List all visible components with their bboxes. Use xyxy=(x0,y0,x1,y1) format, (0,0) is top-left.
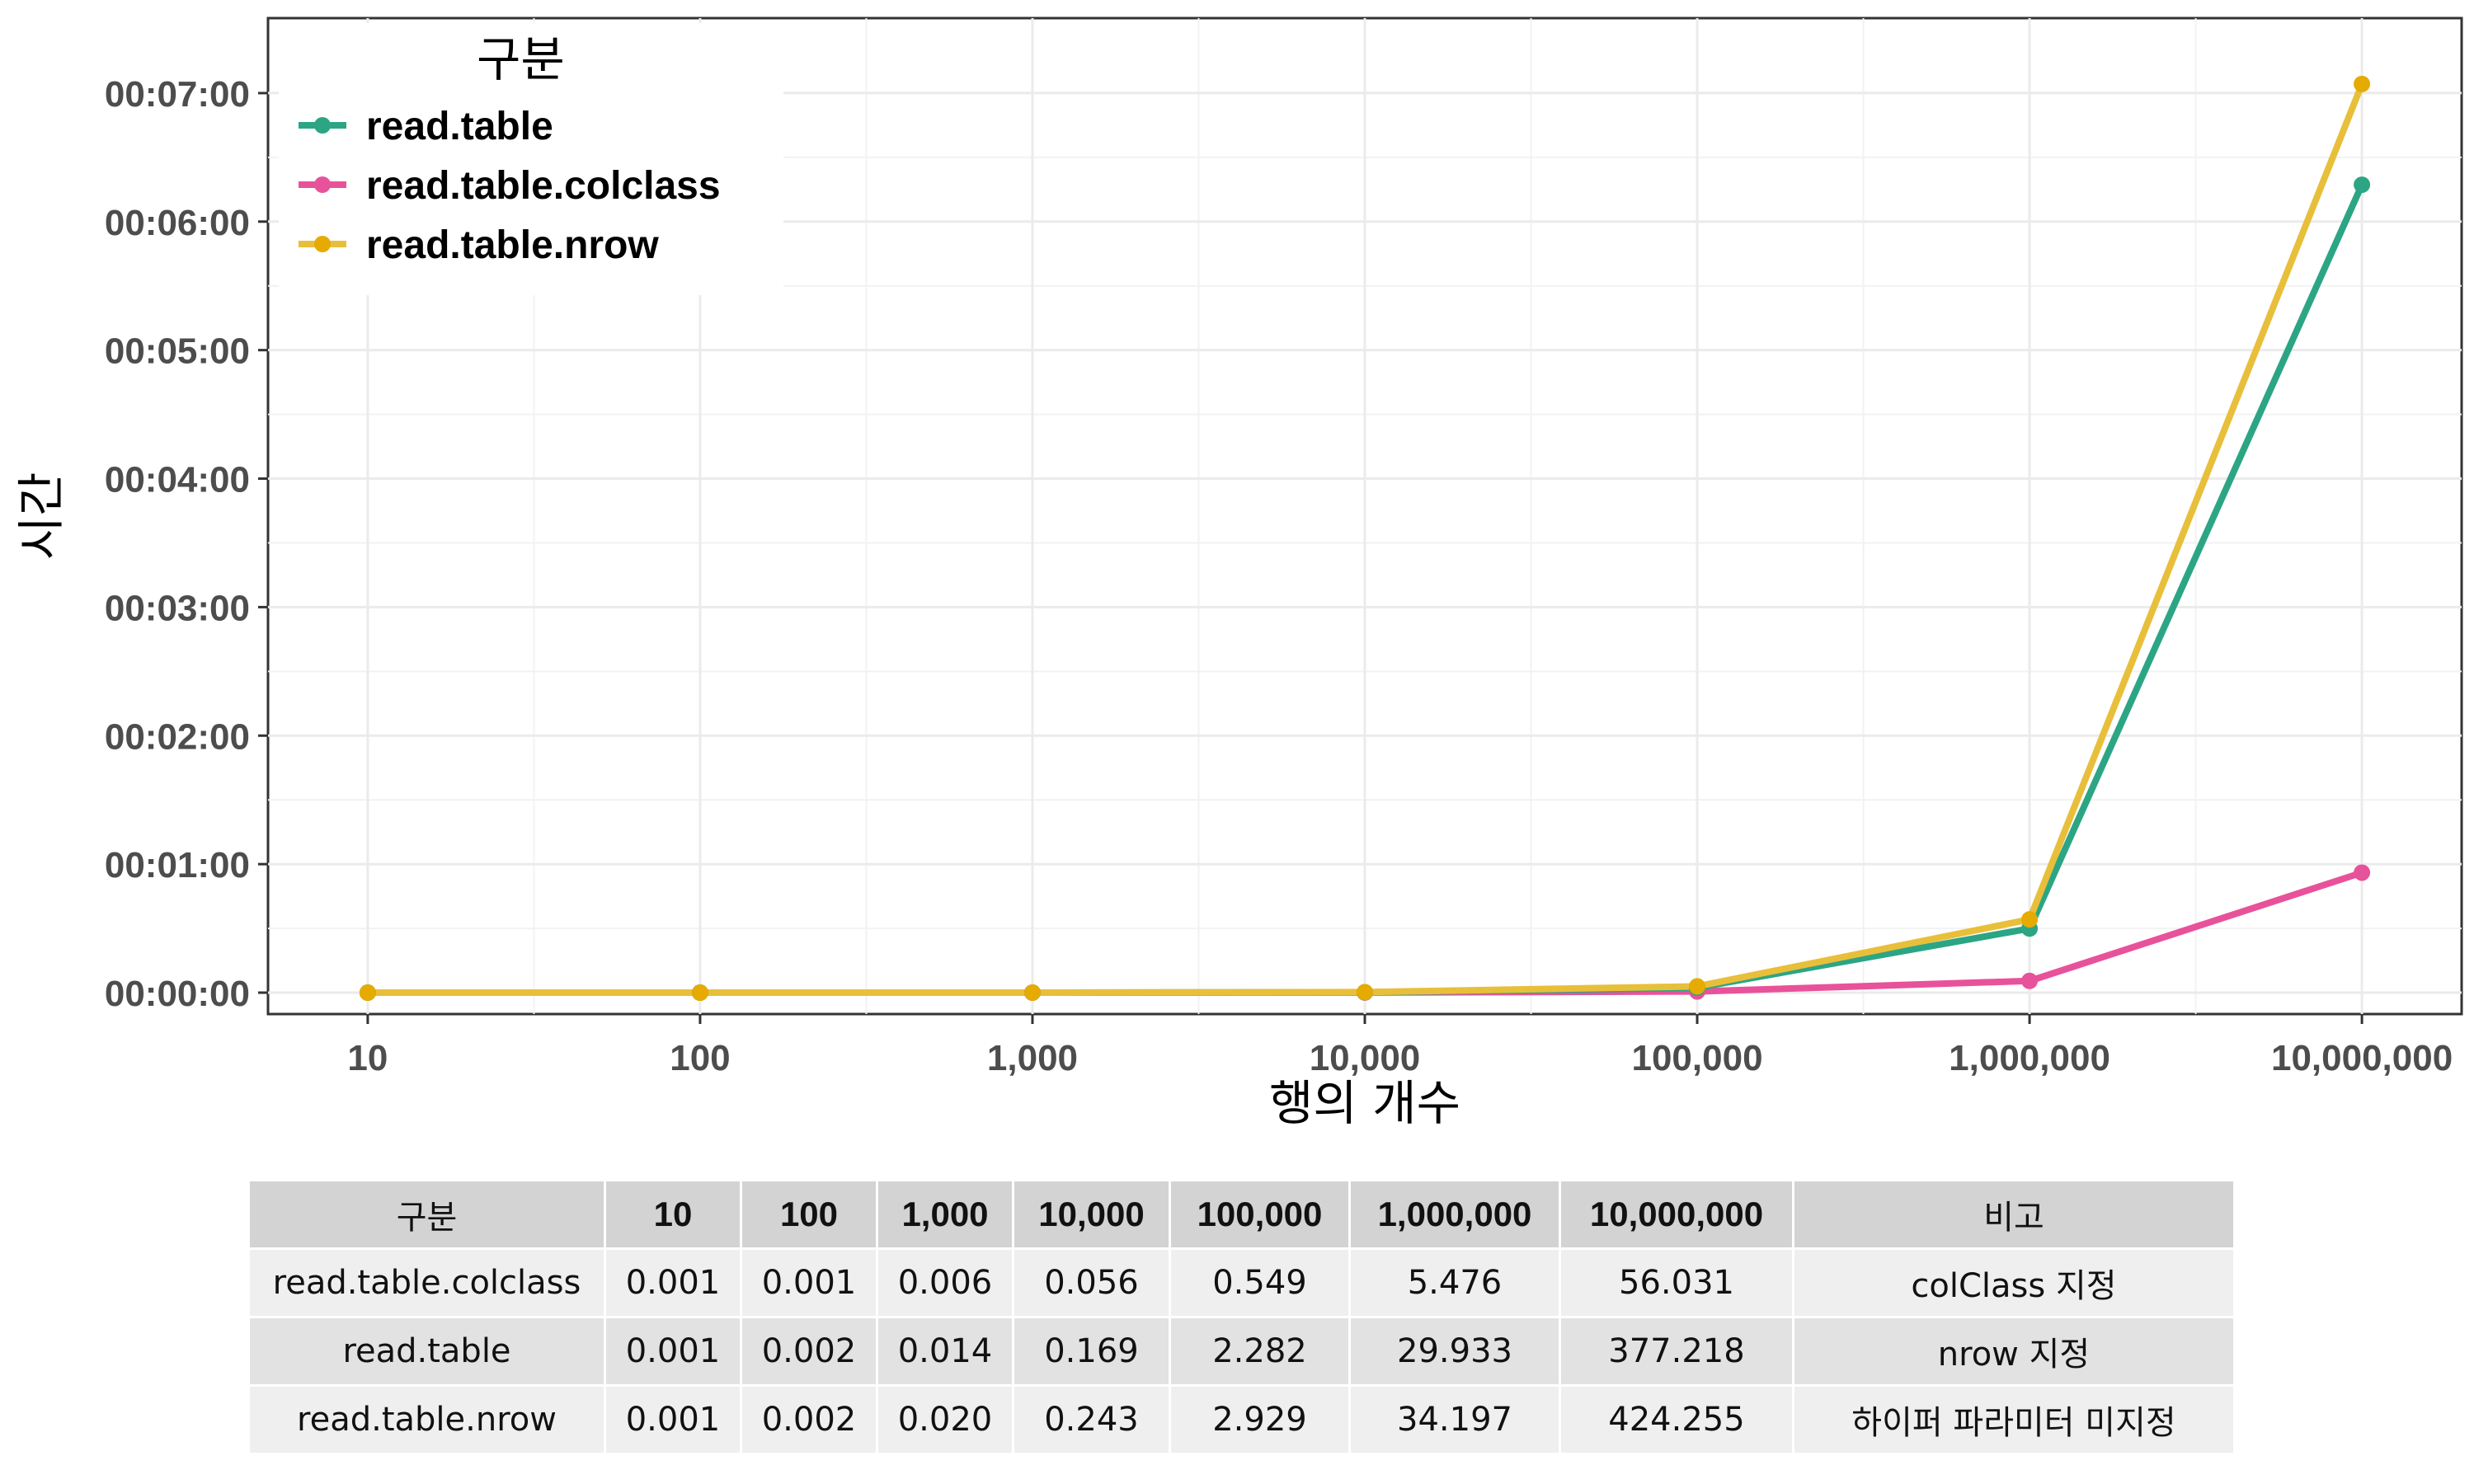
data-point-read-table-nrow xyxy=(1357,984,1373,1001)
legend: 구분 read.tableread.table.colclassread.tab… xyxy=(279,23,783,295)
table-header-cell: 비고 xyxy=(1792,1179,2236,1250)
x-tick-label: 100 xyxy=(670,1038,730,1078)
x-tick-label: 10,000,000 xyxy=(2271,1038,2453,1078)
table-header-cell: 100 xyxy=(740,1179,878,1250)
x-axis-title: 행의 개수 xyxy=(1269,1075,1460,1131)
data-point-read-table xyxy=(2354,176,2371,194)
y-tick-label: 00:06:00 xyxy=(105,203,250,243)
table-header-cell: 100,000 xyxy=(1169,1179,1351,1250)
y-tick-label: 00:03:00 xyxy=(105,588,250,628)
table-cell: 하이퍼 파라미터 미지정 xyxy=(1792,1384,2236,1455)
y-tick-label: 00:01:00 xyxy=(105,845,250,885)
y-tick-label: 00:02:00 xyxy=(105,716,250,757)
y-axis-title: 시간 xyxy=(13,472,69,561)
table-header-cell: 1,000 xyxy=(876,1179,1014,1250)
legend-label: read.table.colclass xyxy=(366,164,721,208)
table-cell: 0.243 xyxy=(1012,1384,1171,1455)
series-points xyxy=(359,75,2371,1002)
data-point-read-table-colclass xyxy=(2021,972,2039,989)
y-tick-label: 00:04:00 xyxy=(105,460,250,500)
data-point-read-table-nrow xyxy=(691,984,708,1002)
table-cell: 34.197 xyxy=(1348,1384,1561,1455)
table-cell: 0.001 xyxy=(740,1247,878,1318)
table-cell: read.table.nrow xyxy=(247,1384,606,1455)
data-point-read-table-nrow xyxy=(1023,984,1041,1001)
y-axis: 00:00:00 00:01:00 00:02:00 00:03:00 00:04:00… xyxy=(105,74,268,1014)
data-point-read-table-nrow xyxy=(359,984,376,1002)
x-tick-label: 1,000 xyxy=(987,1038,1078,1078)
data-point-read-table-colclass xyxy=(2354,864,2371,881)
x-axis: 10 100 1,000 10,000 100,000 1,000,000 10,000,0… xyxy=(347,1014,2453,1078)
table-cell: 5.476 xyxy=(1348,1247,1561,1318)
table-header-row: 구분 10 100 1,000 10,000 100,000 1,000,000 10,000… xyxy=(247,1179,2236,1250)
table-cell: 56.031 xyxy=(1559,1247,1794,1318)
table-cell: 0.020 xyxy=(876,1384,1014,1455)
data-table: 구분 10 100 1,000 10,000 100,000 1,000,000 10,000… xyxy=(247,1179,2236,1455)
table-cell: 29.933 xyxy=(1348,1316,1561,1387)
table-cell: 0.001 xyxy=(604,1384,742,1455)
data-point-read-table-nrow xyxy=(1689,978,1706,995)
table-cell: 0.002 xyxy=(740,1384,878,1455)
table-cell: read.table.colclass xyxy=(247,1247,606,1318)
legend-title: 구분 xyxy=(477,31,565,87)
table-cell: 0.001 xyxy=(604,1316,742,1387)
legend-key-point xyxy=(314,117,331,134)
legend-label: read.table xyxy=(366,105,553,148)
table-cell: nrow 지정 xyxy=(1792,1316,2236,1387)
table-header-cell: 10,000 xyxy=(1012,1179,1171,1250)
table-cell: 2.282 xyxy=(1169,1316,1351,1387)
table-cell: 424.255 xyxy=(1559,1384,1794,1455)
table-cell: 0.169 xyxy=(1012,1316,1171,1387)
legend-key-point xyxy=(314,236,331,252)
data-point-read-table-nrow xyxy=(2354,75,2371,92)
x-tick-label: 100,000 xyxy=(1631,1038,1762,1078)
y-tick-label: 00:07:00 xyxy=(105,74,250,115)
table-cell: 0.001 xyxy=(604,1247,742,1318)
legend-key-point xyxy=(314,176,331,193)
y-tick-label: 00:05:00 xyxy=(105,331,250,372)
table-header-cell: 10 xyxy=(604,1179,742,1250)
legend-items: read.table read.table.colclass read.table.… xyxy=(299,105,721,267)
legend-background xyxy=(279,23,783,295)
x-tick-label: 1,000,000 xyxy=(1949,1038,2110,1078)
table-body: read.table.colclass 0.001 0.001 0.006 0.056 0… xyxy=(247,1247,2236,1455)
table-cell: 0.056 xyxy=(1012,1247,1171,1318)
table-cell: 2.929 xyxy=(1169,1384,1351,1455)
x-tick-label: 10,000 xyxy=(1310,1038,1421,1078)
table-cell: read.table xyxy=(247,1316,606,1387)
table-header-cell: 구분 xyxy=(247,1179,606,1250)
table-cell: 0.549 xyxy=(1169,1247,1351,1318)
data-point-read-table-nrow xyxy=(2021,911,2039,928)
table-cell: 0.014 xyxy=(876,1316,1014,1387)
line-chart: 00:00:00 00:01:00 00:02:00 00:03:00 00:04:00… xyxy=(13,16,2463,1131)
table-header-cell: 1,000,000 xyxy=(1348,1179,1561,1250)
table-cell: 0.002 xyxy=(740,1316,878,1387)
table-header-cell: 10,000,000 xyxy=(1559,1179,1794,1250)
table-cell: 0.006 xyxy=(876,1247,1014,1318)
table-row: read.table 0.001 0.002 0.014 0.169 2.282 29.93… xyxy=(247,1316,2236,1387)
table-row: read.table.colclass 0.001 0.001 0.006 0.056 0… xyxy=(247,1247,2236,1318)
legend-label: read.table.nrow xyxy=(366,223,659,267)
table-row: read.table.nrow 0.001 0.002 0.020 0.243 2.929… xyxy=(247,1384,2236,1455)
y-tick-label: 00:00:00 xyxy=(105,974,250,1014)
table-cell: 377.218 xyxy=(1559,1316,1794,1387)
table-cell: colClass 지정 xyxy=(1792,1247,2236,1318)
x-tick-label: 10 xyxy=(347,1038,388,1078)
